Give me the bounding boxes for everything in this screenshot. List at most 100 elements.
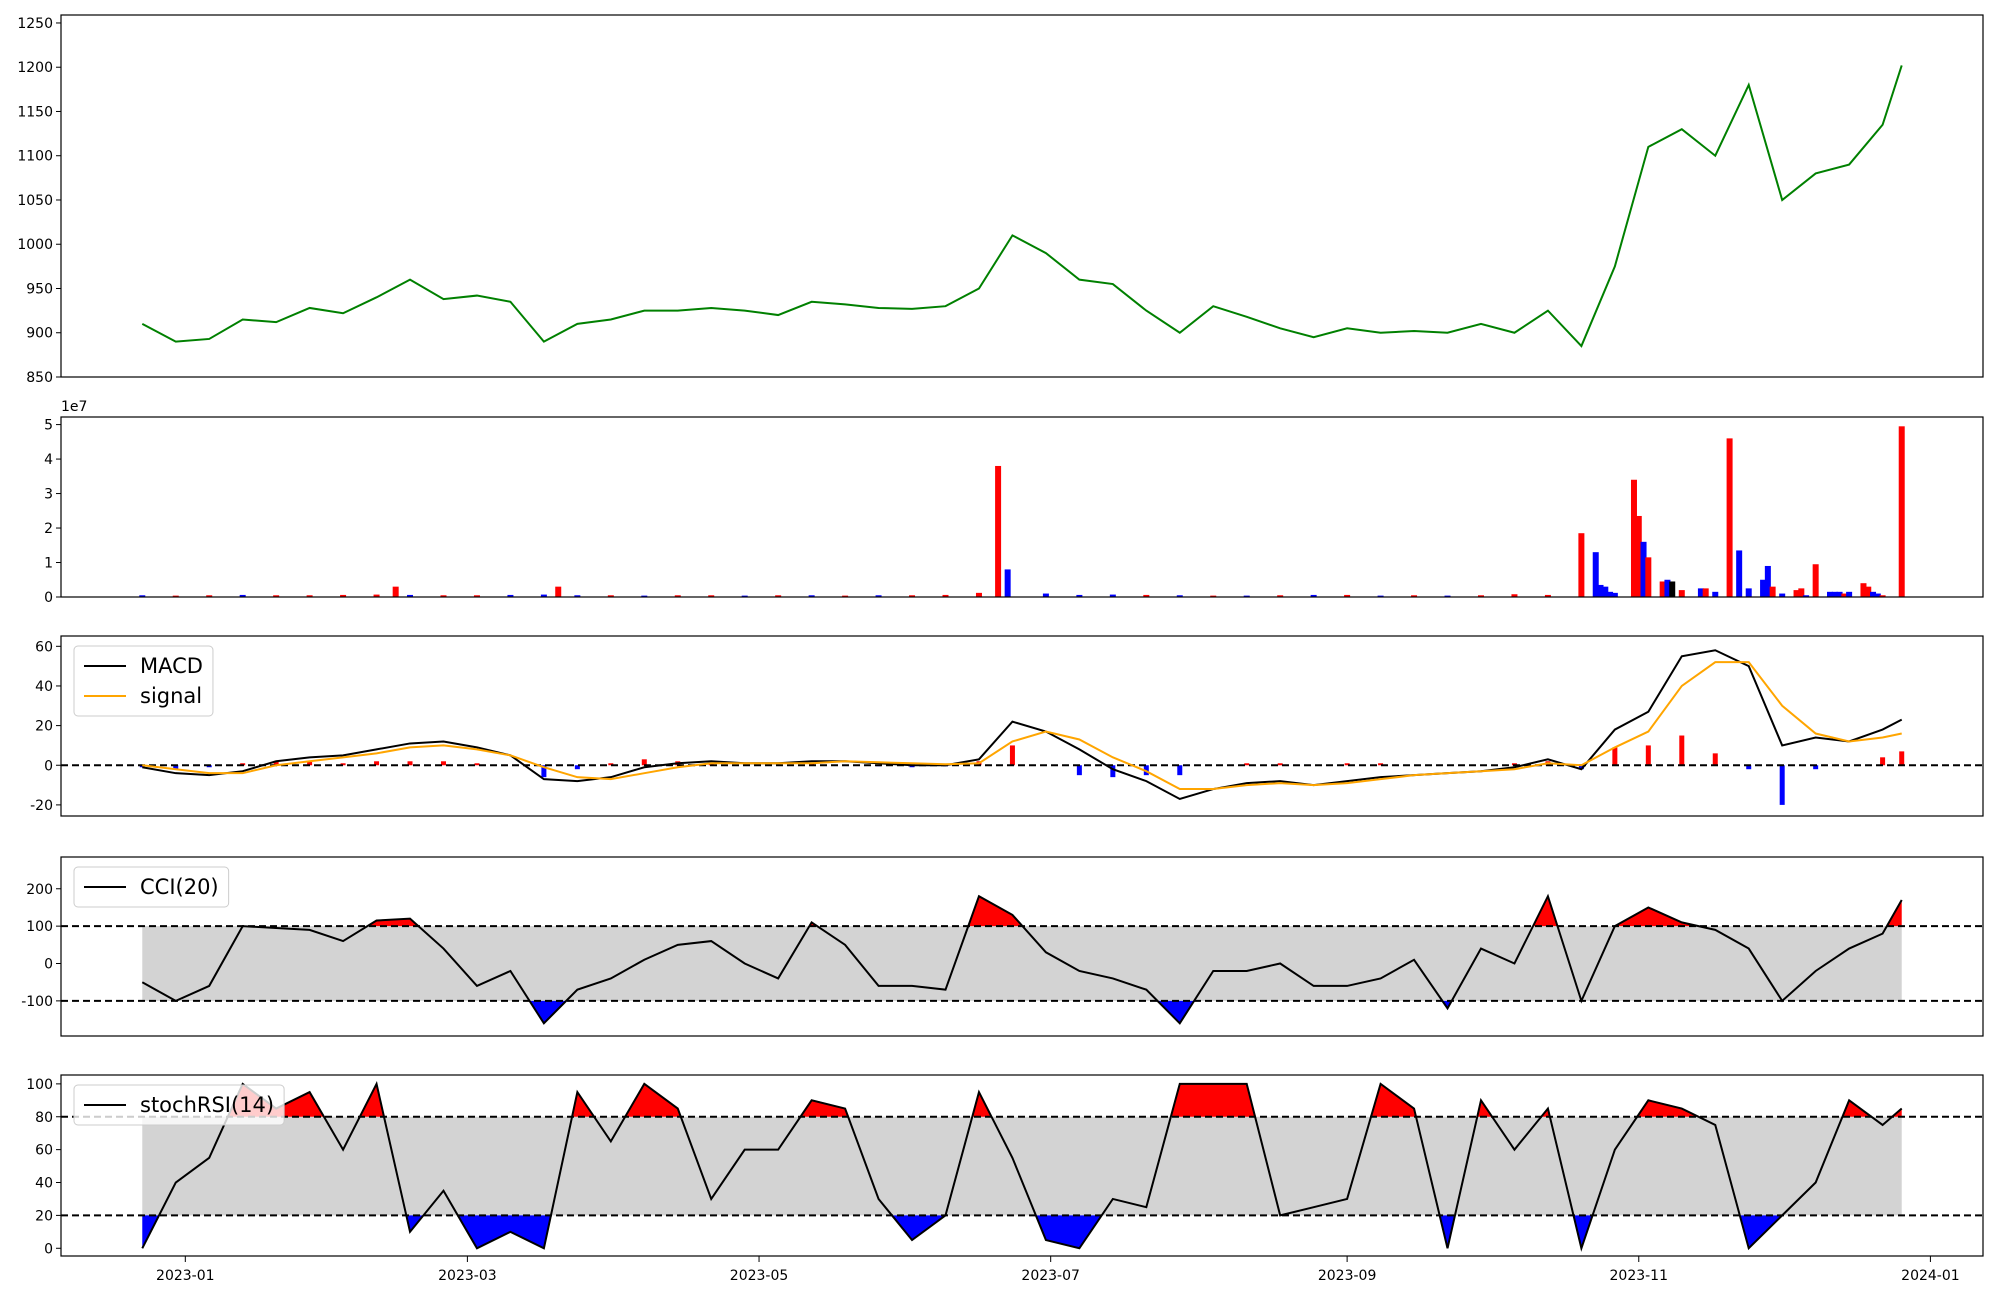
histogram-bar	[1612, 747, 1618, 766]
y-tick-label: -20	[30, 798, 53, 814]
y-tick-label: 1200	[17, 60, 53, 76]
oversold-fill	[142, 1215, 1902, 1249]
volume-bar	[1678, 590, 1685, 597]
volume-bar	[909, 595, 916, 597]
x-tick-label: 2023-07	[1021, 1268, 1080, 1284]
volume-bar	[808, 595, 815, 597]
volume-bar	[1697, 588, 1704, 597]
x-tick-label: 2023-09	[1318, 1268, 1377, 1284]
histogram-bar	[1899, 751, 1905, 766]
histogram-bar	[541, 765, 547, 778]
y-tick-label: 1250	[17, 16, 53, 32]
legend: CCI(20)	[73, 866, 230, 908]
volume-bar	[507, 594, 514, 597]
series-line	[141, 893, 1903, 1025]
volume-bar	[1640, 541, 1647, 597]
legend-label: MACD	[140, 654, 203, 678]
volume-bar	[1664, 579, 1671, 597]
volume-bar	[1726, 438, 1733, 597]
y-tick-label: 4	[44, 452, 53, 468]
panel: 0 20 40 60 80 100 2023-01 2023-03 2023-05 2023-07…	[26, 1074, 1984, 1284]
y-tick-label: 5	[44, 418, 53, 434]
volume-bar	[1630, 479, 1637, 597]
plot-frame	[60, 416, 1984, 598]
y-tick-label: 1150	[17, 104, 53, 120]
volume-bar	[1736, 550, 1743, 597]
volume-bar	[440, 595, 447, 597]
y-tick-label: 20	[35, 719, 53, 735]
volume-bar	[1544, 594, 1551, 597]
y-tick-label: 80	[35, 1110, 53, 1126]
volume-bar	[1879, 595, 1886, 597]
volume-bar	[1635, 515, 1642, 597]
volume-bar	[1669, 581, 1676, 597]
panel: 0 1 2 3 4 5 1e7	[44, 399, 1984, 606]
volume-bar	[1607, 591, 1614, 597]
volume-bar	[473, 595, 480, 597]
histogram-bar	[474, 763, 480, 766]
x-tick-label: 2023-11	[1610, 1268, 1669, 1284]
histogram-bar	[1746, 765, 1752, 770]
legend-box	[73, 866, 230, 908]
volume-bar	[1702, 588, 1709, 597]
volume-bar	[708, 595, 715, 597]
series-line	[142, 649, 1903, 801]
histogram-bar	[340, 763, 346, 766]
volume-bar	[555, 586, 562, 597]
volume-bar	[1243, 595, 1250, 597]
volume-bar	[1597, 584, 1604, 597]
volume-bar	[1865, 586, 1872, 597]
plot-frame	[60, 635, 1984, 817]
volume-bar	[306, 595, 313, 597]
volume-bar	[942, 594, 949, 597]
volume-bar	[1831, 591, 1838, 597]
y-tick-label: 100	[26, 1077, 53, 1093]
volume-bar	[1344, 594, 1351, 597]
y-tick-label: 3	[44, 487, 53, 503]
legend-label: stochRSI(14)	[140, 1093, 274, 1117]
band-fill	[142, 1116, 1902, 1216]
histogram-bar	[173, 765, 179, 770]
y-tick-label: 100	[26, 919, 53, 935]
volume-bar	[1578, 533, 1585, 597]
volume-bar	[1076, 594, 1083, 597]
volume-bar	[1803, 595, 1810, 597]
plot-frame	[60, 14, 1984, 378]
y-tick-label: 40	[35, 679, 53, 695]
legend: stochRSI(14)	[73, 1084, 285, 1126]
volume-bar	[540, 594, 547, 597]
histogram-bar	[1813, 765, 1819, 770]
volume-bar	[206, 595, 213, 597]
volume-bar	[392, 586, 399, 597]
volume-bar	[1042, 593, 1049, 597]
y-tick-label: 0	[44, 1241, 53, 1257]
volume-bar	[1812, 564, 1819, 597]
legend-box	[73, 645, 214, 717]
volume-bar	[1645, 557, 1652, 597]
histogram-bar	[1177, 765, 1183, 776]
volume-bar	[1798, 588, 1805, 597]
volume-bar	[641, 595, 648, 597]
y-tick-label: 850	[26, 370, 53, 386]
histogram-bar	[374, 761, 380, 766]
panel: -20 0 20 40 60 MACD signal	[30, 635, 1984, 817]
histogram-bar	[1110, 765, 1116, 778]
histogram-bar	[1344, 763, 1350, 766]
volume-bar	[172, 595, 179, 597]
histogram-bar	[1712, 753, 1718, 766]
volume-bar	[1411, 595, 1418, 597]
y-tick-label: 60	[35, 639, 53, 655]
y-tick-label: -100	[21, 994, 53, 1010]
volume-bar	[1659, 581, 1666, 597]
band-fill	[142, 926, 1902, 1001]
volume-bar	[1176, 595, 1183, 597]
histogram-bar	[407, 761, 413, 766]
x-tick-label: 2023-01	[156, 1268, 215, 1284]
histogram-bar	[1076, 765, 1082, 776]
histogram-bar	[1277, 763, 1283, 766]
volume-bar	[1477, 595, 1484, 597]
histogram-bar	[1578, 765, 1584, 770]
volume-bar	[574, 595, 581, 597]
